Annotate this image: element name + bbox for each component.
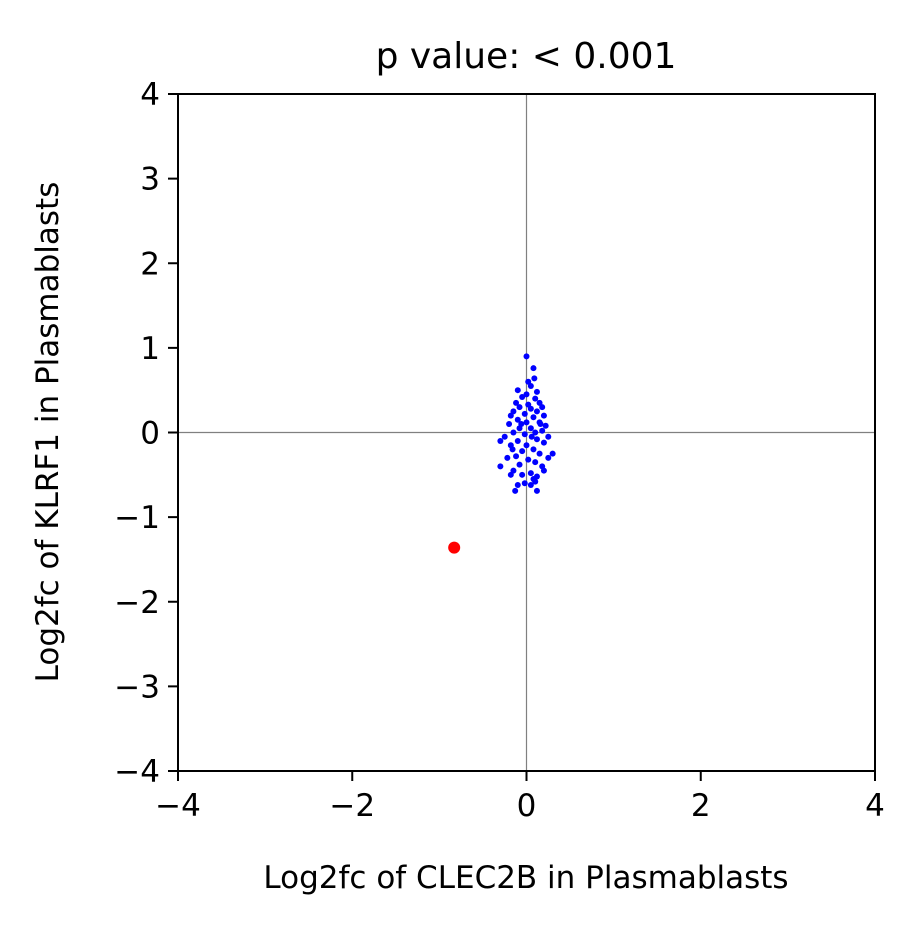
data-point [513,453,520,460]
data-point [516,461,523,468]
data-point [525,456,532,463]
data-point [516,404,523,411]
y-tick-label: 0 [140,416,160,452]
data-point [536,450,543,457]
y-tick-label: −2 [114,585,160,621]
data-point [513,399,520,406]
data-point [540,467,547,474]
data-point [532,395,539,402]
chart-title: p value: < 0.001 [376,36,677,77]
data-point [545,433,552,440]
data-point [539,427,546,434]
y-tick-label: 1 [140,331,160,367]
data-point [531,375,538,382]
data-point [523,442,530,449]
data-point [549,450,556,457]
data-point [523,419,530,426]
x-tick-label: −2 [329,788,375,824]
data-point [523,391,530,398]
data-point [527,382,534,389]
x-tick-label: 0 [517,788,537,824]
data-point [507,471,514,478]
x-axis-label: Log2fc of CLEC2B in Plasmablasts [263,860,788,896]
data-point [514,387,521,394]
data-point [530,446,537,453]
data-point [537,421,544,428]
data-point [507,412,514,419]
data-point [530,476,537,483]
y-axis-ticks: −4 −3 −2 −1 0 1 2 3 4 [114,77,178,790]
x-tick-label: 2 [691,788,711,824]
y-tick-label: 2 [140,246,160,282]
data-point [533,436,540,443]
data-point [509,446,516,453]
y-tick-label: −1 [114,500,160,536]
data-point [514,437,521,444]
data-point [542,422,549,429]
y-tick-label: −3 [114,669,160,705]
data-point [523,353,530,360]
data-point [519,393,526,400]
data-point [514,481,521,488]
data-point [530,365,537,372]
highlighted-point [448,541,461,554]
data-point [528,433,535,440]
data-point [521,431,528,438]
y-tick-label: 3 [140,162,160,198]
data-point [533,388,540,395]
data-point [527,481,534,488]
y-tick-label: −4 [114,754,160,790]
data-point [527,425,534,432]
data-point [506,421,513,428]
data-point [530,414,537,421]
data-point [532,459,539,466]
x-tick-label: −4 [155,788,201,824]
data-point [519,471,526,478]
data-point [510,429,517,436]
data-point [533,408,540,415]
data-point [527,470,534,477]
data-point [540,412,547,419]
data-point [497,437,504,444]
data-point [539,404,546,411]
x-tick-label: 4 [865,788,885,824]
y-axis-label: Log2fc of KLRF1 in Plasmablasts [30,182,66,683]
data-point [518,421,525,428]
data-point [521,480,528,487]
data-point [504,454,511,461]
data-point [521,410,528,417]
data-point [512,487,519,494]
data-point [540,439,547,446]
data-point [519,448,526,455]
x-axis-ticks: −4 −2 0 2 4 [155,771,885,824]
y-tick-label: 4 [140,77,160,113]
data-point [545,454,552,461]
data-point [532,429,539,436]
data-point [501,433,508,440]
data-points [448,353,556,554]
data-point [497,463,504,470]
data-point [533,487,540,494]
data-point [527,405,534,412]
data-point [514,416,521,423]
